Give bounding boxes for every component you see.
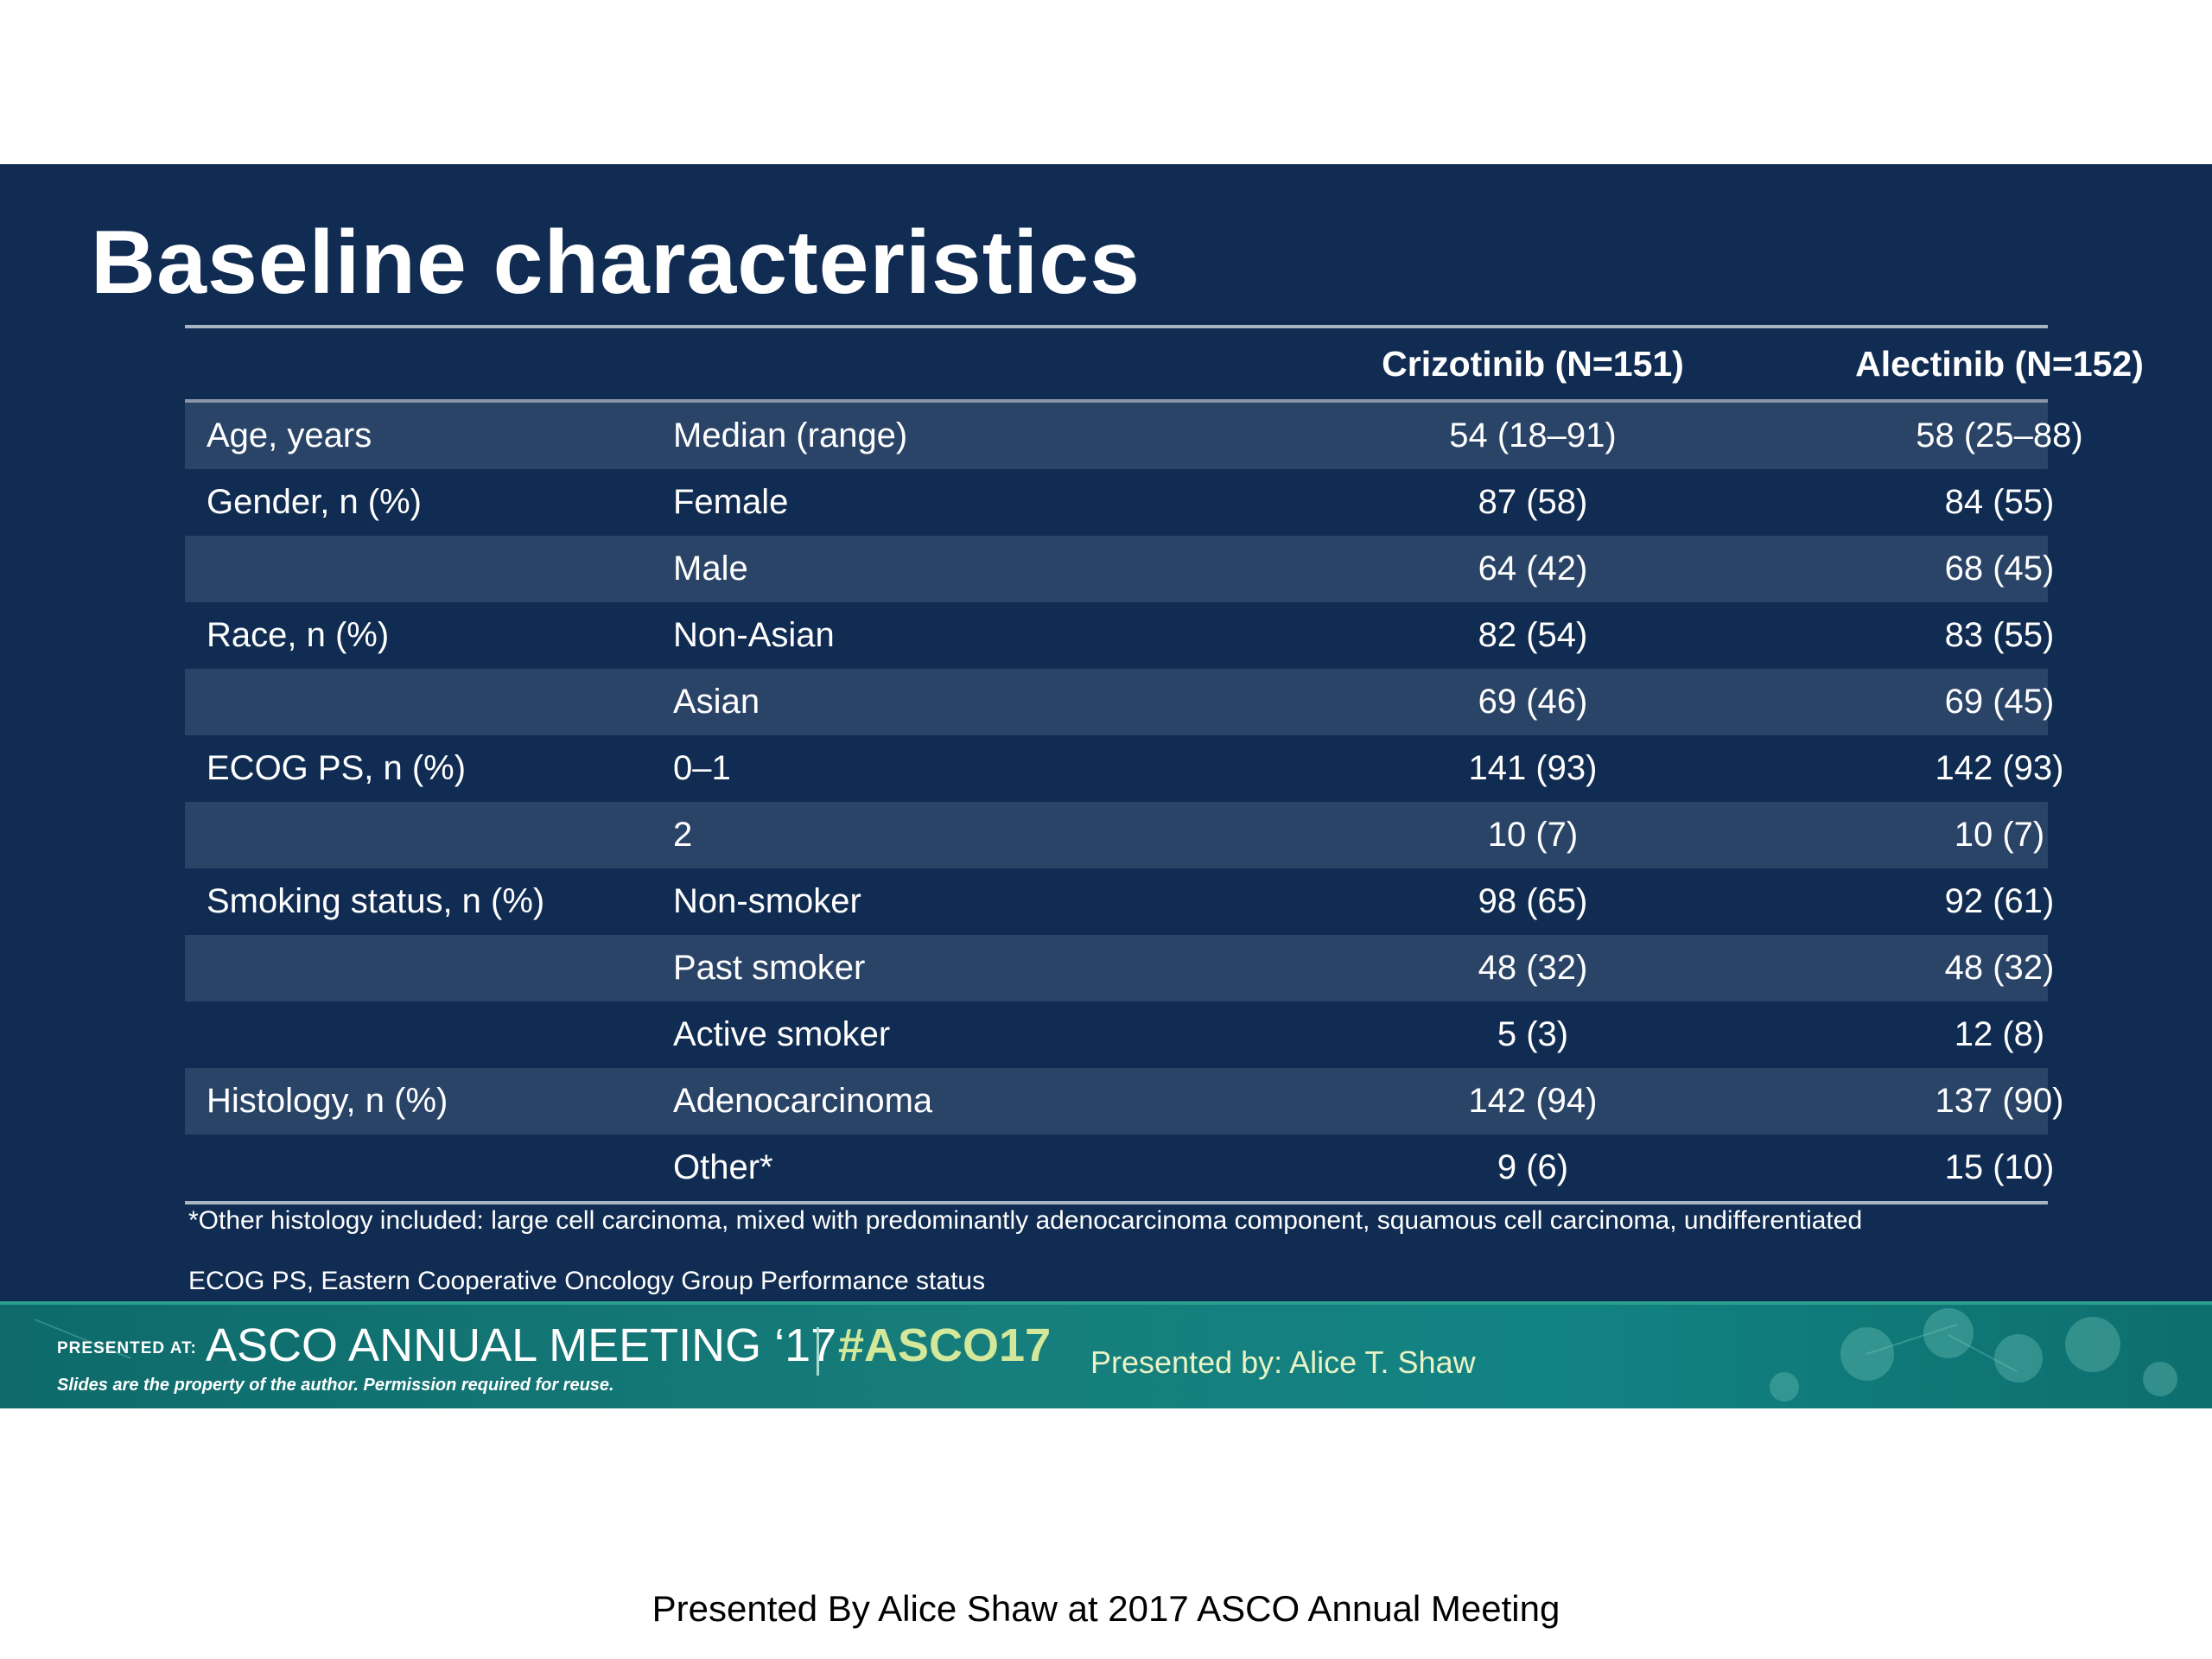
cell-crizotinib: 87 (58)	[1478, 483, 1588, 521]
decorative-circle	[1770, 1372, 1799, 1402]
decorative-circle	[1840, 1327, 1894, 1381]
table-row: Male 64 (42) 68 (45)	[185, 536, 2054, 602]
cell-crizotinib: 142 (94)	[1468, 1082, 1598, 1120]
cell-characteristic: Race, n (%)	[207, 616, 390, 654]
cell-crizotinib: 141 (93)	[1468, 749, 1598, 787]
cell-category: Non-Asian	[673, 616, 835, 654]
table-row: 2 10 (7) 10 (7)	[185, 802, 2048, 868]
meeting-name: ASCO ANNUAL MEETING ‘17	[206, 1319, 837, 1371]
cell-category: 2	[673, 816, 693, 854]
cell-category: 0–1	[673, 749, 731, 787]
banner-top-line	[0, 1301, 2212, 1305]
decorative-circle	[1994, 1334, 2043, 1382]
cell-alectinib: 137 (90)	[1935, 1082, 2064, 1120]
table-header-row: Crizotinib (N=151) Alectinib (N=152)	[185, 328, 2144, 399]
cell-alectinib: 84 (55)	[1944, 483, 2055, 521]
reuse-disclaimer: Slides are the property of the author. P…	[57, 1376, 614, 1395]
table-row: ECOG PS, n (%) 0–1 141 (93) 142 (93)	[185, 735, 2063, 802]
cell-crizotinib: 48 (32)	[1478, 949, 1588, 987]
cell-alectinib: 15 (10)	[1944, 1148, 2055, 1186]
slide-title: Baseline characteristics	[91, 213, 1141, 313]
presented-at-label: PRESENTED AT:	[57, 1339, 197, 1357]
cell-category: Asian	[673, 683, 760, 721]
cell-alectinib: 83 (55)	[1944, 616, 2055, 654]
cell-crizotinib: 69 (46)	[1478, 683, 1588, 721]
cell-category: Female	[673, 483, 789, 521]
cell-crizotinib: 54 (18–91)	[1449, 416, 1617, 454]
table-row: Gender, n (%) Female 87 (58) 84 (55)	[185, 469, 2054, 536]
cell-crizotinib: 82 (54)	[1478, 616, 1588, 654]
page-caption: Presented By Alice Shaw at 2017 ASCO Ann…	[652, 1588, 1560, 1629]
cell-characteristic: ECOG PS, n (%)	[207, 749, 467, 787]
table-row: Other* 9 (6) 15 (10)	[185, 1135, 2054, 1201]
cell-category: Other*	[673, 1148, 773, 1186]
table-row: Age, years Median (range) 54 (18–91) 58 (25…	[185, 403, 2083, 469]
cell-characteristic: Histology, n (%)	[207, 1082, 448, 1120]
table-row: Past smoker 48 (32) 48 (32)	[185, 935, 2054, 1001]
footnote-histology: *Other histology included: large cell ca…	[188, 1206, 1863, 1235]
cell-alectinib: 142 (93)	[1935, 749, 2064, 787]
cell-crizotinib: 5 (3)	[1497, 1015, 1569, 1053]
table-header-rule	[185, 399, 2048, 403]
cell-crizotinib: 10 (7)	[1487, 816, 1579, 854]
baseline-table: Crizotinib (N=151) Alectinib (N=152) Age…	[185, 325, 2144, 1205]
decorative-circle	[1923, 1308, 1974, 1358]
cell-characteristic: Smoking status, n (%)	[207, 882, 545, 920]
cell-characteristic: Age, years	[207, 416, 372, 454]
cell-alectinib: 12 (8)	[1954, 1015, 2045, 1053]
header-alectinib: Alectinib (N=152)	[1855, 344, 2144, 384]
cell-alectinib: 10 (7)	[1954, 816, 2045, 854]
cell-category: Male	[673, 550, 748, 588]
header-crizotinib: Crizotinib (N=151)	[1382, 344, 1684, 384]
cell-crizotinib: 98 (65)	[1478, 882, 1588, 920]
cell-alectinib: 69 (45)	[1944, 683, 2055, 721]
decorative-circle	[2143, 1362, 2177, 1396]
cell-category: Non-smoker	[673, 882, 861, 920]
cell-alectinib: 58 (25–88)	[1916, 416, 2083, 454]
cell-category: Adenocarcinoma	[673, 1082, 933, 1120]
cell-category: Active smoker	[673, 1015, 891, 1053]
footnote-abbreviation: ECOG PS, Eastern Cooperative Oncology Gr…	[188, 1267, 986, 1295]
table-top-rule	[185, 325, 2048, 328]
table-row: Active smoker 5 (3) 12 (8)	[185, 1001, 2048, 1068]
presenter-name: Presented by: Alice T. Shaw	[1090, 1344, 1476, 1380]
table-row: Asian 69 (46) 69 (45)	[185, 669, 2054, 735]
table-body: Age, years Median (range) 54 (18–91) 58 (25…	[185, 403, 2083, 1201]
meeting-banner: PRESENTED AT: ASCO ANNUAL MEETING ‘17 #A…	[0, 1301, 2212, 1408]
banner-separator	[817, 1327, 819, 1376]
meeting-hashtag: #ASCO17	[838, 1319, 1052, 1371]
table-bottom-rule	[185, 1201, 2048, 1205]
cell-alectinib: 92 (61)	[1944, 882, 2055, 920]
table-row: Race, n (%) Non-Asian 82 (54) 83 (55)	[185, 602, 2054, 669]
decorative-circle	[2065, 1317, 2120, 1372]
cell-crizotinib: 9 (6)	[1497, 1148, 1569, 1186]
table-row: Histology, n (%) Adenocarcinoma 142 (94) 13…	[185, 1068, 2063, 1135]
cell-alectinib: 48 (32)	[1944, 949, 2055, 987]
table-row: Smoking status, n (%) Non-smoker 98 (65) 92…	[185, 868, 2054, 935]
cell-category: Median (range)	[673, 416, 908, 454]
cell-alectinib: 68 (45)	[1944, 550, 2055, 588]
cell-characteristic: Gender, n (%)	[207, 483, 423, 521]
cell-category: Past smoker	[673, 949, 866, 987]
cell-crizotinib: 64 (42)	[1478, 550, 1588, 588]
